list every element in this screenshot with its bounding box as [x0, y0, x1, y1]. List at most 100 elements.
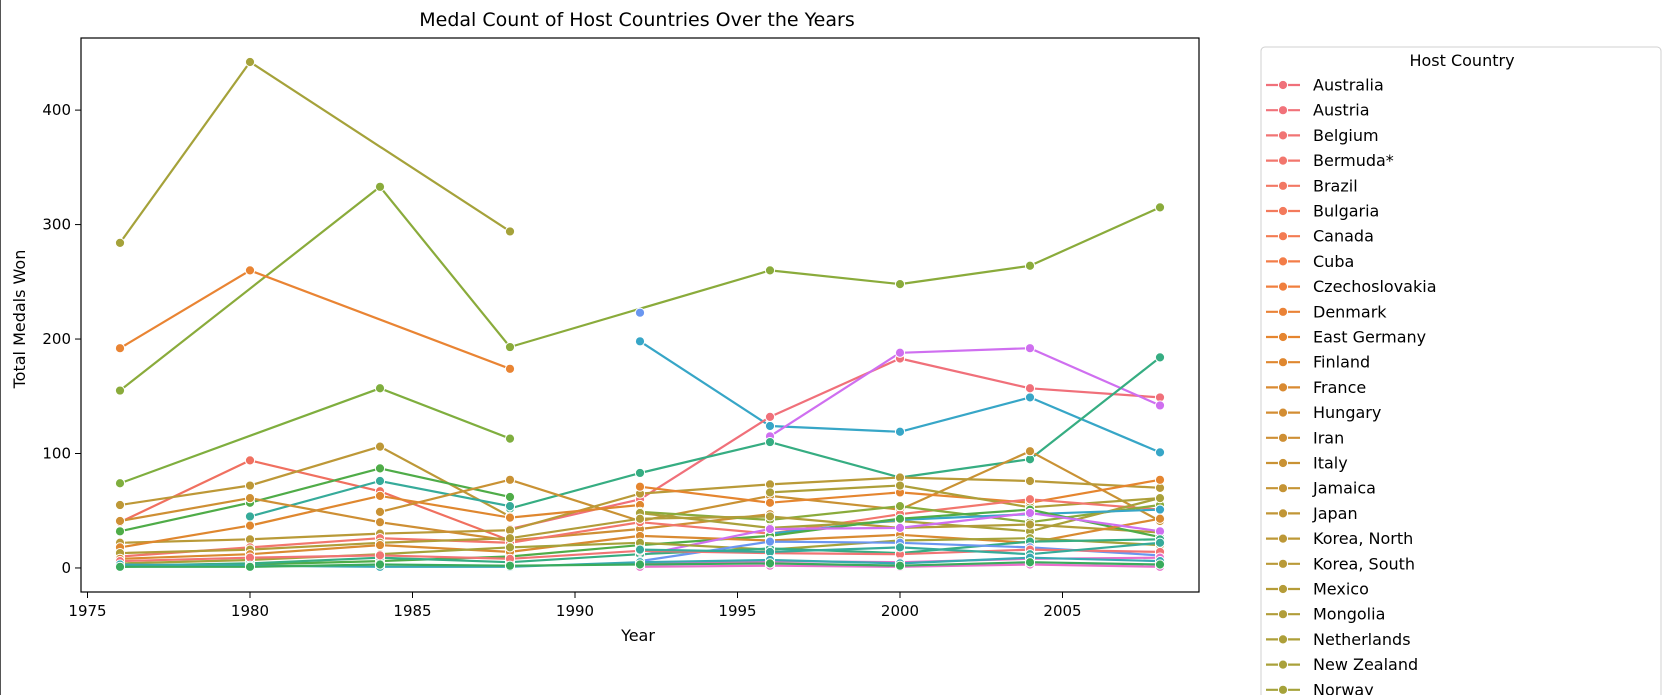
data-point [244, 511, 256, 522]
legend-swatch-marker [1277, 583, 1289, 595]
data-point [244, 520, 256, 531]
data-point [634, 513, 646, 524]
data-point [374, 441, 386, 452]
legend-swatch-marker [1277, 231, 1289, 242]
y-tick-label: 300 [42, 216, 71, 234]
data-point [504, 226, 516, 237]
data-point [244, 480, 256, 491]
data-point [764, 497, 776, 508]
series-line [509, 356, 1161, 510]
data-point [1154, 504, 1166, 515]
legend-swatch-marker [1277, 533, 1289, 544]
data-point [114, 343, 126, 354]
legend-entry-label: Brazil [1313, 176, 1358, 195]
legend-entry-label: Hungary [1313, 403, 1381, 422]
legend-swatch-marker [1277, 331, 1289, 343]
y-axis-label: Total Medals Won [10, 250, 29, 390]
legend-swatch-marker [1277, 634, 1289, 645]
series-line [509, 357, 1161, 531]
data-point [1024, 392, 1036, 403]
legend-entry-label: Denmark [1313, 302, 1387, 321]
data-point [1024, 383, 1036, 394]
legend-entry-label: Mexico [1313, 580, 1369, 599]
data-point [1024, 475, 1036, 487]
legend-swatch-marker [1277, 659, 1289, 670]
legend-swatch-marker [1277, 105, 1289, 116]
data-point [374, 550, 386, 561]
data-point [894, 426, 906, 437]
data-point [504, 433, 516, 444]
y-tick-label: 400 [42, 101, 71, 119]
legend-swatch-marker [1277, 281, 1289, 292]
data-point [764, 411, 776, 422]
x-tick-label: 2000 [881, 602, 919, 620]
legend-entry-label: Australia [1313, 76, 1384, 95]
data-point [1024, 343, 1036, 354]
legend-entry-label: Cuba [1313, 252, 1354, 271]
legend-entry-label: East Germany [1313, 328, 1426, 347]
legend-swatch-marker [1277, 382, 1289, 393]
data-point [114, 515, 126, 527]
data-point [504, 474, 516, 485]
data-point [1154, 400, 1166, 411]
legend-swatch-marker [1277, 205, 1289, 217]
data-point [1154, 352, 1166, 363]
data-point [764, 436, 776, 448]
data-point [634, 559, 646, 570]
x-axis-label: Year [620, 626, 655, 645]
data-point [114, 385, 126, 396]
legend-entry-label: Korea, North [1313, 529, 1413, 548]
legend-swatch-marker [1277, 558, 1289, 569]
legend-entry-label: Mongolia [1313, 605, 1385, 624]
data-point [1154, 493, 1166, 504]
data-point [764, 265, 776, 276]
x-tick-label: 2005 [1043, 602, 1081, 620]
data-point [1154, 537, 1166, 548]
data-point [374, 181, 386, 192]
y-tick-label: 100 [42, 445, 71, 463]
data-point [764, 536, 776, 547]
data-point [114, 237, 126, 248]
data-point [894, 347, 906, 358]
data-point [894, 513, 906, 524]
legend-entry-label: Japan [1312, 504, 1358, 523]
data-point [764, 420, 776, 432]
legend-swatch-marker [1277, 432, 1289, 443]
series-line [769, 484, 1161, 509]
data-point [764, 487, 776, 498]
data-point [1024, 260, 1036, 271]
data-point [244, 265, 256, 276]
data-point [1024, 494, 1036, 505]
data-point [764, 511, 776, 522]
data-point [244, 455, 256, 466]
data-point [1154, 447, 1166, 458]
legend-entry-label: Netherlands [1313, 630, 1411, 649]
x-tick-label: 1995 [718, 602, 756, 620]
x-tick-label: 1975 [68, 602, 106, 620]
data-point [374, 539, 386, 551]
data-point [1024, 507, 1036, 519]
chart-title: Medal Count of Host Countries Over the Y… [419, 9, 854, 31]
legend: Host Country Australia Austria Belgium Berm… [1260, 46, 1662, 695]
data-point [1024, 557, 1036, 568]
data-point [634, 481, 646, 492]
data-point [244, 561, 256, 572]
legend-entry-label: Jamaica [1312, 479, 1376, 498]
data-point [634, 307, 646, 318]
data-point [504, 341, 516, 353]
legend-swatch-marker [1277, 130, 1289, 141]
data-point [114, 499, 126, 511]
series-line [769, 347, 1161, 438]
series-line [119, 459, 511, 542]
data-point [634, 336, 646, 347]
legend-entry-label: France [1313, 378, 1366, 397]
data-point [114, 561, 126, 572]
data-point [374, 475, 386, 487]
legend-swatch-marker [1277, 357, 1289, 368]
legend-swatch-marker [1277, 483, 1289, 494]
data-point [504, 363, 516, 374]
data-point [1154, 202, 1166, 213]
legend-swatch-marker [1277, 684, 1289, 695]
legend-entry-label: Iran [1313, 428, 1344, 447]
